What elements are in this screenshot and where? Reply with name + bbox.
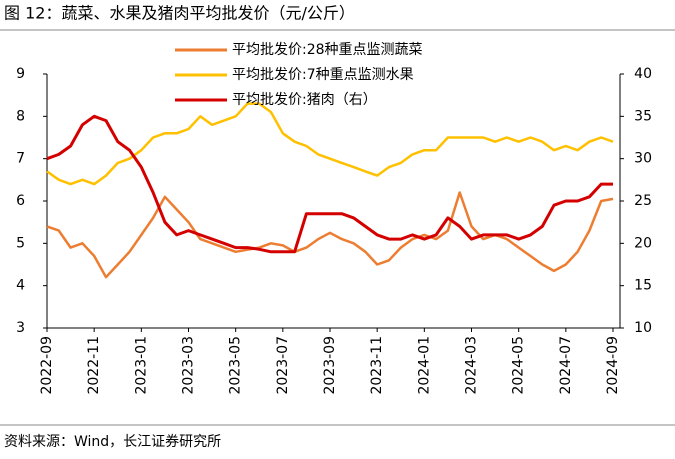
x-tick-label: 2023-07: [275, 336, 291, 395]
x-tick-label: 2023-03: [181, 336, 197, 395]
y2-tick-label: 10: [634, 320, 652, 336]
legend-label: 平均批发价:猪肉（右）: [232, 92, 377, 108]
x-tick-label: 2024-01: [416, 336, 432, 395]
x-tick-label: 2024-09: [605, 336, 621, 395]
x-tick-label: 2023-09: [322, 336, 338, 395]
x-tick-label: 2022-11: [86, 336, 102, 395]
x-tick-label: 2024-07: [558, 336, 574, 395]
chart-title: 图 12：蔬菜、水果及猪肉平均批发价（元/公斤）: [4, 4, 355, 23]
y-tick-label: 9: [16, 66, 25, 82]
x-tick-label: 2023-11: [369, 336, 385, 395]
y2-tick-label: 15: [634, 278, 652, 294]
y-tick-label: 8: [16, 108, 25, 124]
y-tick-label: 5: [16, 235, 25, 251]
series-line: [46, 191, 614, 279]
legend-label: 平均批发价:7种重点监测水果: [232, 67, 414, 83]
legend-label: 平均批发价:28种重点监测蔬菜: [232, 42, 423, 58]
y-tick-label: 4: [16, 278, 25, 294]
x-tick-label: 2024-03: [464, 336, 480, 395]
x-tick-label: 2022-09: [39, 336, 55, 395]
y2-tick-label: 40: [634, 66, 652, 82]
x-tick-label: 2024-05: [511, 336, 527, 395]
y2-tick-label: 25: [634, 193, 652, 209]
x-tick-label: 2023-01: [133, 336, 149, 395]
y2-tick-label: 35: [634, 108, 652, 124]
y-tick-label: 6: [16, 193, 25, 209]
x-tick-label: 2023-05: [228, 336, 244, 395]
source: 资料来源：Wind，长江证券研究所: [4, 434, 221, 450]
y-tick-label: 3: [16, 320, 25, 336]
series-line: [46, 114, 613, 254]
y2-tick-label: 30: [634, 151, 652, 167]
y2-tick-label: 20: [634, 235, 652, 251]
y-tick-label: 7: [16, 151, 25, 167]
series-line: [46, 102, 614, 186]
